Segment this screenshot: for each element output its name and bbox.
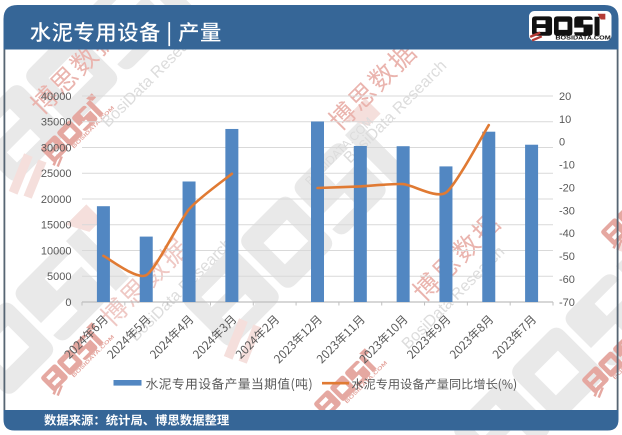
svg-text:BOSIDATA.COM: BOSIDATA.COM <box>555 35 610 41</box>
svg-text:20: 20 <box>559 91 571 103</box>
svg-text:-40: -40 <box>559 228 575 240</box>
svg-text:35000: 35000 <box>41 117 72 129</box>
svg-text:15000: 15000 <box>41 220 72 232</box>
svg-text:-30: -30 <box>559 205 575 217</box>
svg-text:-60: -60 <box>559 274 575 286</box>
svg-text:10: 10 <box>559 114 571 126</box>
svg-text:30000: 30000 <box>41 142 72 154</box>
svg-text:0: 0 <box>559 137 565 149</box>
svg-text:-10: -10 <box>559 160 575 172</box>
svg-text:-50: -50 <box>559 251 575 263</box>
svg-text:20000: 20000 <box>41 194 72 206</box>
svg-text:10000: 10000 <box>41 245 72 257</box>
svg-text:40000: 40000 <box>41 91 72 103</box>
svg-text:-70: -70 <box>559 297 575 309</box>
svg-text:25000: 25000 <box>41 168 72 180</box>
svg-text:0: 0 <box>65 297 71 309</box>
svg-text:5000: 5000 <box>47 271 71 283</box>
svg-text:-20: -20 <box>559 183 575 195</box>
